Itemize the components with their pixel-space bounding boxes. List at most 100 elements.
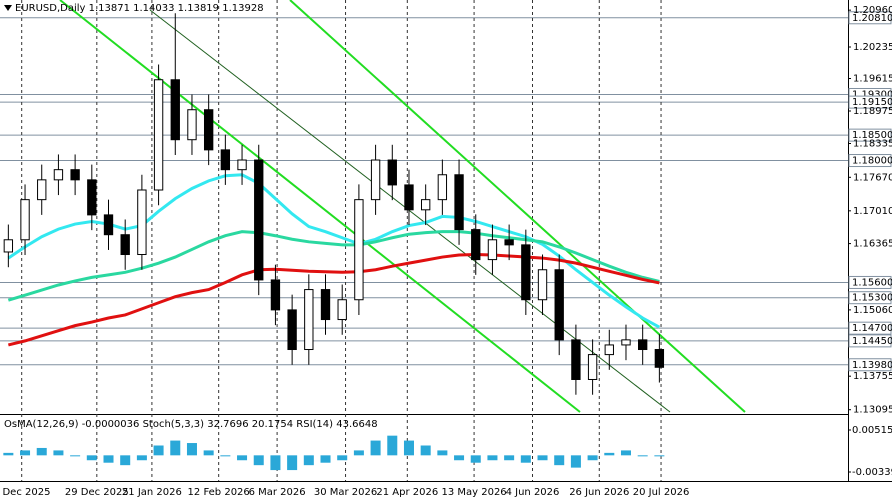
candle-body [254, 159, 264, 281]
candle-body [170, 79, 180, 141]
x-tick-label: 12 Feb 2026 [188, 487, 250, 498]
candle-body [270, 279, 281, 311]
candle-body [487, 239, 498, 261]
level-box [848, 358, 892, 372]
candle-body [554, 269, 564, 341]
x-tick-label: 6 Mar 2026 [249, 487, 306, 498]
level-label: 1.14450 [852, 336, 892, 347]
candle-body [638, 339, 648, 351]
level-label: 1.18000 [852, 156, 892, 167]
level-box [848, 95, 892, 109]
osma-bar [570, 455, 581, 468]
osma-bar [554, 455, 565, 466]
osma-bar [287, 455, 298, 471]
moving-average [7, 173, 661, 329]
candle-body [70, 169, 80, 181]
osma-bar [470, 455, 481, 463]
candle-body [220, 149, 231, 171]
candle-body [187, 109, 197, 141]
candle-body [621, 339, 631, 346]
osma-bar [303, 455, 314, 466]
osc-tick-label: 0.0051514 [852, 425, 892, 436]
candle-body [53, 169, 64, 181]
trend-line [59, 0, 581, 413]
osma-bar [337, 455, 348, 461]
osma-bar [587, 455, 598, 461]
candle-body [604, 344, 614, 356]
candle-body [337, 299, 347, 321]
y-tick-label: 1.17670 [853, 172, 892, 183]
candle-body [571, 339, 581, 380]
x-tick-label: 13 May 2026 [441, 487, 506, 498]
candle-body [420, 199, 431, 211]
candle-body [3, 239, 14, 253]
oscillator: 0.0051514 -0.00339 [3, 425, 892, 478]
osma-bar [620, 450, 631, 456]
osma-bar [604, 452, 615, 456]
osc-tick-label: -0.00339 [852, 467, 892, 478]
chart-title: EURUSD,Daily 1.13871 1.14033 1.13819 1.1… [15, 3, 264, 14]
candle-body [354, 199, 364, 301]
level-box [848, 275, 892, 289]
osma-bar [387, 435, 398, 456]
x-tick-label: 4 Dec 2025 [0, 487, 50, 498]
osma-bar [520, 455, 531, 463]
level-label: 1.14700 [852, 323, 892, 334]
level-label: 1.15300 [852, 293, 892, 304]
candle-body [437, 174, 448, 201]
osma-bar [186, 443, 197, 456]
y-tick-label: 1.13095 [853, 405, 892, 416]
moving-averages [7, 173, 661, 347]
x-tick-label: 20 Jul 2026 [633, 487, 690, 498]
level-label: 1.20810 [852, 13, 892, 24]
axis-labels: 1.20960 1.20235 1.19615 1.18975 1.18335 1.176… [0, 5, 892, 498]
candle-body [504, 239, 514, 246]
osma-bar [120, 455, 131, 466]
candle-body [454, 174, 464, 231]
level-box [848, 334, 892, 348]
candle-body [37, 179, 47, 201]
x-tick-label: 26 Jun 2026 [569, 487, 629, 498]
x-tick-label: 21 Jan 2026 [122, 487, 182, 498]
level-label: 1.19300 [852, 89, 892, 100]
osma-bar [420, 445, 431, 456]
x-tick-label: 30 Mar 2026 [314, 487, 377, 498]
trend-line [149, 9, 671, 413]
candle-body [587, 354, 598, 380]
y-tick-label: 1.17010 [853, 206, 892, 217]
candle-body [20, 199, 30, 241]
osma-bar [487, 455, 498, 461]
level-box [848, 291, 892, 305]
candle-body [537, 269, 548, 301]
grid [21, 0, 662, 481]
level-label: 1.13980 [852, 360, 892, 371]
x-tick-label: 4 Jun 2026 [506, 487, 560, 498]
level-box [848, 11, 892, 25]
level-box [848, 128, 892, 142]
candle-body [404, 184, 414, 211]
candle-body [471, 229, 481, 261]
osma-bar [103, 455, 114, 463]
y-tick-label: 1.20235 [853, 42, 892, 53]
osma-bar [70, 455, 81, 457]
trend-line [289, 0, 746, 413]
candle-body [320, 289, 331, 321]
x-tick-label: 29 Dec 2025 [65, 487, 129, 498]
candles [3, 13, 665, 395]
osma-bar [36, 447, 47, 456]
osma-bar [86, 455, 97, 461]
osma-bar [537, 455, 548, 461]
moving-average [7, 253, 660, 347]
level-label: 1.18500 [852, 130, 892, 141]
y-tick-label: 1.20960 [853, 5, 892, 16]
y-tick-label: 1.18975 [853, 106, 892, 117]
level-box [848, 154, 892, 168]
candle-body [304, 289, 314, 351]
candle-body [120, 234, 130, 256]
candle-body [370, 159, 381, 201]
osma-bar [454, 455, 465, 461]
osma-bar [370, 440, 381, 456]
